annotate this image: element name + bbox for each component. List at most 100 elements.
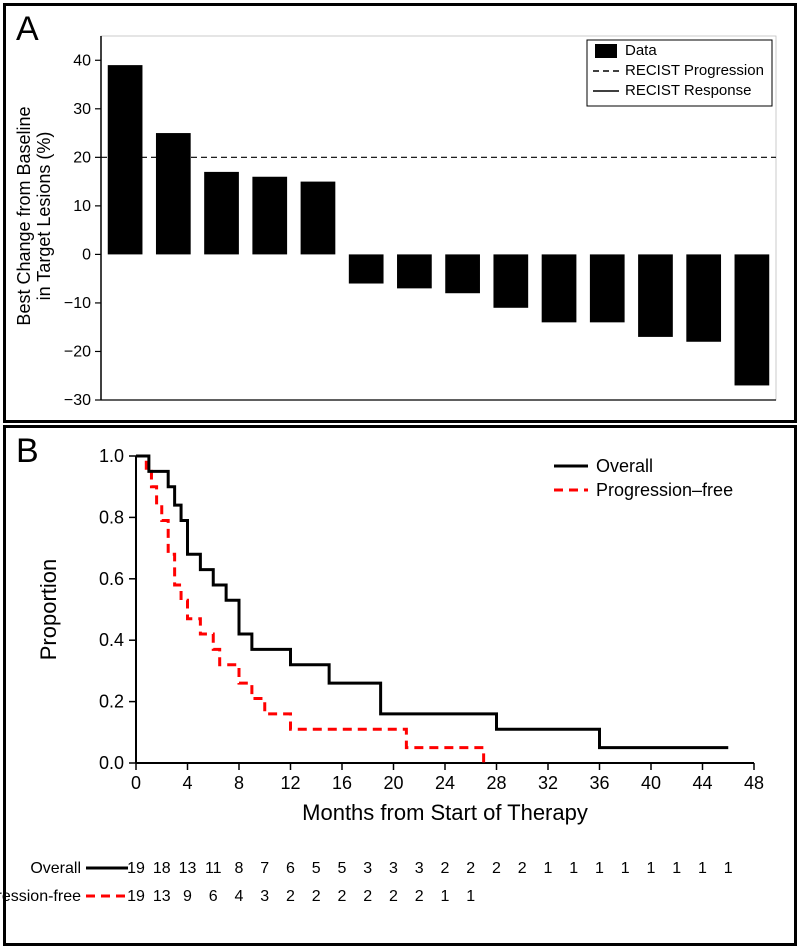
y-axis-label-line1: Best Change from Baseline <box>14 106 34 325</box>
risk-count: 3 <box>355 860 381 878</box>
risk-count: 2 <box>432 860 458 878</box>
y-tick-label: 0 <box>82 246 91 263</box>
risk-count: 3 <box>381 860 407 878</box>
risk-count: 19 <box>123 860 149 878</box>
risk-count: 3 <box>252 888 278 906</box>
x-tick-label: 48 <box>744 773 764 793</box>
legend-label: RECIST Response <box>625 82 751 99</box>
risk-count: 5 <box>329 860 355 878</box>
x-tick-label: 0 <box>131 773 141 793</box>
y-tick-label: 10 <box>73 198 91 215</box>
risk-count: 4 <box>226 888 252 906</box>
legend-swatch <box>595 44 617 58</box>
x-tick-label: 44 <box>692 773 712 793</box>
figure-container: A −30−20−10010203040Best Change from Bas… <box>0 0 800 949</box>
y-tick-label: 30 <box>73 101 91 118</box>
risk-row: Overall1918131187655333222211111111 <box>6 858 794 882</box>
panel-a-chart: −30 −20 −10 0 10 20 30 40 Best Change from Basel… <box>6 6 794 420</box>
legend-label: RECIST Progression <box>625 62 764 79</box>
y-tick-label: 0.2 <box>99 692 124 712</box>
risk-row-label: Overall <box>30 860 81 878</box>
x-tick-label: 20 <box>383 773 403 793</box>
bar <box>542 254 577 322</box>
risk-count: 2 <box>381 888 407 906</box>
x-tick-label: 16 <box>332 773 352 793</box>
risk-count: 6 <box>200 888 226 906</box>
risk-count: 1 <box>432 888 458 906</box>
panel-b-label: B <box>16 432 39 471</box>
risk-count: 2 <box>329 888 355 906</box>
risk-count: 1 <box>612 860 638 878</box>
bar <box>108 65 143 254</box>
y-tick-label: 1.0 <box>99 446 124 466</box>
risk-count: 1 <box>535 860 561 878</box>
x-tick-label: 40 <box>641 773 661 793</box>
x-tick-label: 28 <box>486 773 506 793</box>
risk-count: 1 <box>561 860 587 878</box>
y-tick-label: −10 <box>64 295 91 312</box>
risk-count: 13 <box>175 860 201 878</box>
y-axis-label-line2: in Target Lesions (%) <box>34 132 54 301</box>
legend-label: Overall <box>596 456 653 476</box>
risk-count: 2 <box>303 888 329 906</box>
legend-label: Progression–free <box>596 480 733 500</box>
x-tick-label: 24 <box>435 773 455 793</box>
y-tick-label: 20 <box>73 149 91 166</box>
x-tick-label: 4 <box>182 773 192 793</box>
y-tick-label: 0.8 <box>99 507 124 527</box>
bar <box>686 254 721 341</box>
risk-count: 8 <box>226 860 252 878</box>
y-tick-label: −20 <box>64 343 91 360</box>
panel-b-chart: 048121620242832364044480.00.20.40.60.81.… <box>6 428 794 828</box>
risk-count: 6 <box>278 860 304 878</box>
risk-count: 1 <box>715 860 741 878</box>
y-tick-label: 0.4 <box>99 630 124 650</box>
risk-count: 2 <box>278 888 304 906</box>
panel-a: A −30 −20 −10 0 10 20 30 40 Best Change from Bas… <box>3 3 797 423</box>
bar <box>397 254 432 288</box>
bar <box>156 133 191 254</box>
y-tick-label: 0.6 <box>99 569 124 589</box>
risk-count: 1 <box>664 860 690 878</box>
x-tick-label: 32 <box>538 773 558 793</box>
legend-label: Data <box>625 42 657 59</box>
bar <box>493 254 528 307</box>
risk-count: 3 <box>406 860 432 878</box>
bar <box>301 182 336 255</box>
panel-a-label: A <box>16 10 39 49</box>
y-tick-label: 40 <box>73 52 91 69</box>
risk-row: Progression-free1913964322222211 <box>6 886 794 910</box>
panel-b: B 048121620242832364044480.00.20.40.60.8… <box>3 425 797 946</box>
risk-count: 18 <box>149 860 175 878</box>
x-tick-label: 36 <box>589 773 609 793</box>
bar <box>445 254 480 293</box>
risk-count: 19 <box>123 888 149 906</box>
risk-count: 1 <box>638 860 664 878</box>
risk-count: 2 <box>355 888 381 906</box>
risk-count: 9 <box>175 888 201 906</box>
y-axis-label: Proportion <box>36 559 61 661</box>
y-tick-label: −30 <box>64 392 91 409</box>
risk-count: 7 <box>252 860 278 878</box>
bar <box>204 172 239 255</box>
risk-count: 2 <box>484 860 510 878</box>
x-axis-label: Months from Start of Therapy <box>302 800 588 825</box>
risk-count: 2 <box>458 860 484 878</box>
bar <box>349 254 384 283</box>
risk-row-label: Progression-free <box>0 888 81 906</box>
risk-count: 1 <box>690 860 716 878</box>
risk-count: 13 <box>149 888 175 906</box>
x-tick-label: 8 <box>234 773 244 793</box>
risk-count: 1 <box>587 860 613 878</box>
y-tick-label: 0.0 <box>99 753 124 773</box>
bar <box>590 254 625 322</box>
x-tick-label: 12 <box>280 773 300 793</box>
bar <box>638 254 673 337</box>
risk-count: 1 <box>458 888 484 906</box>
risk-count: 5 <box>303 860 329 878</box>
risk-count: 2 <box>509 860 535 878</box>
progression-free-curve <box>136 456 484 763</box>
bar <box>735 254 770 385</box>
bar <box>252 177 287 255</box>
risk-count: 11 <box>200 860 226 878</box>
